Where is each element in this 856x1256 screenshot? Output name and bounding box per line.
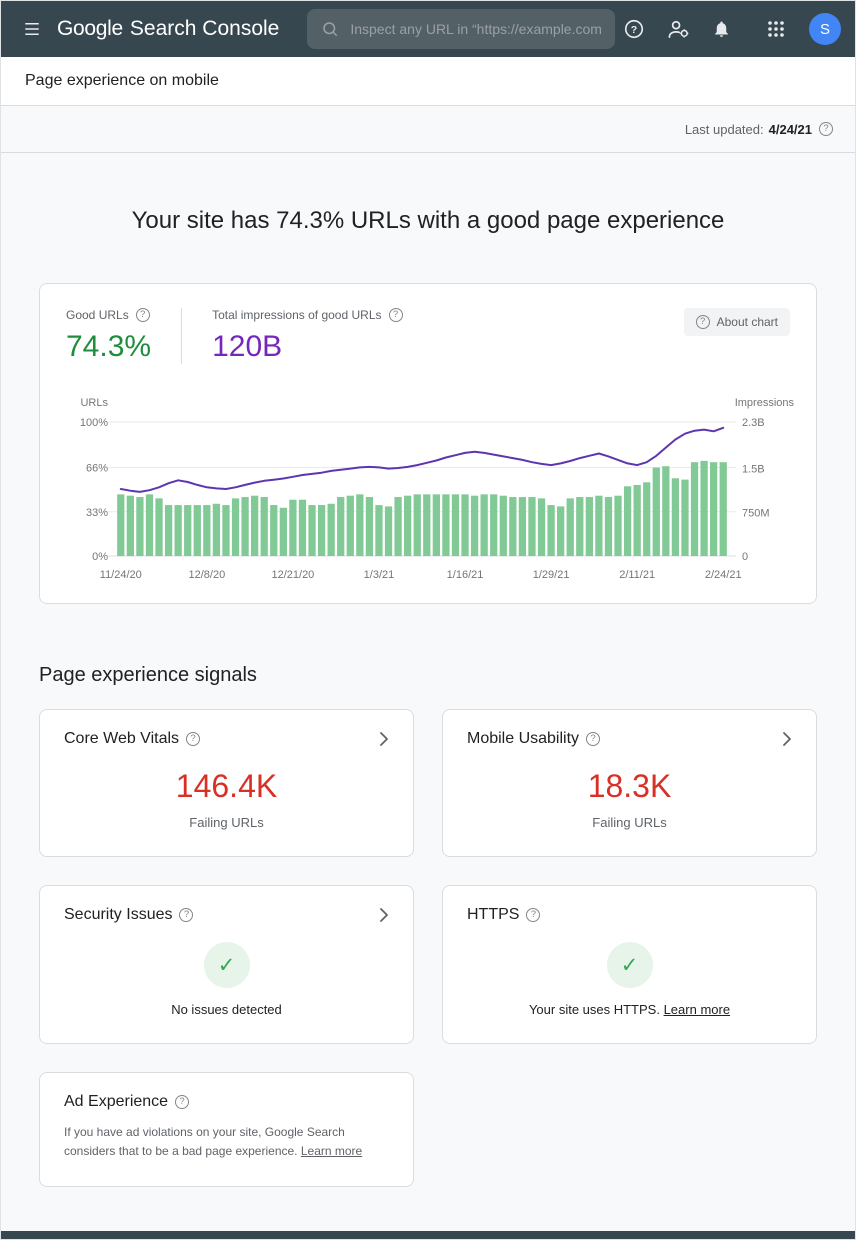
user-settings-icon (668, 20, 689, 38)
good-urls-value: 74.3% (66, 330, 152, 363)
ad-experience-card: Ad Experience ? If you have ad violation… (39, 1072, 414, 1188)
notifications-button[interactable] (704, 11, 739, 47)
signals-grid: Core Web Vitals ? 146.4K Failing URLs Mo… (39, 709, 817, 1188)
svg-text:Impressions: Impressions (735, 397, 794, 409)
page-title: Page experience on mobile (25, 72, 219, 89)
about-chart-info-icon: ? (695, 315, 710, 329)
chart-metrics-row: Good URLs ? 74.3% Total impressions of g… (66, 308, 790, 364)
svg-text:1/3/21: 1/3/21 (364, 569, 395, 581)
svg-text:2.3B: 2.3B (742, 417, 765, 429)
page-experience-chart-card: Good URLs ? 74.3% Total impressions of g… (39, 283, 817, 604)
svg-text:11/24/20: 11/24/20 (100, 569, 142, 581)
ad-experience-text: If you have ad violations on your site, … (64, 1125, 345, 1158)
header-actions: ? S (615, 10, 841, 48)
help-button[interactable]: ? (615, 10, 653, 48)
apps-grid-button[interactable] (759, 12, 793, 46)
impressions-value: 120B (212, 330, 283, 363)
menu-button[interactable] (15, 12, 49, 46)
page-experience-chart: 100% 66% 33% 0% 2.3B 1.5B 750M 0 URLs Impressions… (80, 397, 795, 581)
svg-text:66%: 66% (86, 463, 108, 475)
good-urls-label: Good URLs (66, 308, 129, 322)
check-icon: ✓ (217, 953, 236, 977)
mobile-usability-title: Mobile Usability (467, 730, 580, 747)
security-issues-title: Security Issues (64, 906, 173, 923)
signals-heading: Page experience signals (39, 664, 257, 686)
about-chart-button[interactable]: ? About chart (683, 308, 790, 336)
user-settings-button[interactable] (659, 11, 698, 48)
core-web-vitals-info-icon[interactable]: ? (186, 732, 201, 746)
svg-text:2/11/21: 2/11/21 (619, 569, 655, 581)
svg-text:750M: 750M (742, 507, 770, 519)
good-urls-metric: Good URLs ? 74.3% (66, 308, 181, 364)
ad-experience-body: If you have ad violations on your site, … (64, 1123, 389, 1160)
last-updated-info-icon[interactable]: ? (819, 122, 833, 136)
https-status-label: Your site uses HTTPS. (528, 1002, 660, 1017)
last-updated-label: Last updated: (684, 121, 764, 137)
ad-experience-title: Ad Experience (64, 1093, 169, 1110)
svg-text:0%: 0% (92, 551, 108, 563)
svg-text:1/16/21: 1/16/21 (447, 569, 484, 581)
hamburger-icon (25, 23, 39, 35)
security-status-text: No issues detected (171, 1002, 282, 1017)
search-icon (323, 22, 338, 37)
https-learn-more-link[interactable]: Learn more (663, 1002, 731, 1017)
security-issues-info-icon[interactable]: ? (179, 908, 194, 922)
chevron-right-icon[interactable] (782, 731, 792, 747)
about-chart-label: About chart (716, 315, 778, 329)
avatar: S (809, 13, 841, 45)
good-urls-info-icon[interactable]: ? (135, 308, 150, 322)
last-updated-value: 4/24/21 (768, 121, 812, 137)
url-inspect-searchbox[interactable] (307, 9, 615, 49)
account-button[interactable]: S (799, 13, 841, 45)
https-ok-badge: ✓ (606, 942, 653, 988)
svg-text:1/29/21: 1/29/21 (533, 569, 570, 581)
svg-text:100%: 100% (80, 417, 108, 429)
app-header: Google Search Console ? (1, 1, 855, 57)
apps-grid-icon (768, 21, 784, 37)
svg-text:33%: 33% (86, 507, 108, 519)
bell-icon (715, 21, 728, 37)
core-web-vitals-title: Core Web Vitals (64, 730, 180, 747)
main-content: Your site has 74.3% URLs with a good pag… (1, 153, 855, 1232)
impressions-info-icon[interactable]: ? (388, 308, 403, 322)
svg-text:?: ? (631, 24, 637, 36)
svg-text:URLs: URLs (80, 397, 108, 409)
app-logo[interactable]: Google Search Console (57, 17, 279, 41)
https-title: HTTPS (467, 906, 520, 923)
core-web-vitals-card[interactable]: Core Web Vitals ? 146.4K Failing URLs (39, 709, 414, 857)
chart-area: 100% 66% 33% 0% 2.3B 1.5B 750M 0 URLs Impressions… (66, 396, 795, 591)
svg-text:12/21/20: 12/21/20 (271, 569, 314, 581)
https-info-icon[interactable]: ? (526, 908, 541, 922)
svg-text:12/8/20: 12/8/20 (188, 569, 225, 581)
impressions-metric: Total impressions of good URLs ? 120B (181, 308, 432, 364)
https-status-text: Your site uses HTTPS. Learn more (467, 1002, 792, 1017)
product-name-text: Search Console (129, 17, 280, 40)
security-issues-card[interactable]: Security Issues ? ✓ No issues detected (39, 885, 414, 1044)
svg-text:1.5B: 1.5B (742, 464, 765, 476)
hero-title: Your site has 74.3% URLs with a good pag… (131, 207, 725, 234)
mobile-usability-info-icon[interactable]: ? (586, 732, 601, 746)
chevron-right-icon[interactable] (379, 731, 389, 747)
mobile-usability-failing-count: 18.3K (587, 768, 672, 804)
check-icon: ✓ (620, 953, 639, 977)
footer-strip (1, 1231, 855, 1240)
ad-experience-info-icon[interactable]: ? (175, 1095, 190, 1109)
core-web-vitals-caption: Failing URLs (189, 815, 264, 830)
breadcrumb-bar: Page experience on mobile (1, 57, 855, 106)
url-inspect-input[interactable] (350, 21, 601, 37)
chevron-right-icon[interactable] (379, 907, 389, 923)
svg-text:0: 0 (742, 551, 748, 563)
core-web-vitals-failing-count: 146.4K (175, 768, 278, 804)
help-icon: ? (624, 19, 644, 39)
status-band: Last updated: 4/24/21 ? (1, 106, 855, 153)
svg-text:2/24/21: 2/24/21 (705, 569, 742, 581)
https-card: HTTPS ? ✓ Your site uses HTTPS. Learn mo… (442, 885, 817, 1044)
security-ok-badge: ✓ (203, 942, 250, 988)
impressions-label: Total impressions of good URLs (212, 308, 382, 322)
ad-experience-learn-more-link[interactable]: Learn more (300, 1143, 363, 1158)
mobile-usability-caption: Failing URLs (592, 815, 667, 830)
google-logo-text: Google (57, 17, 123, 40)
mobile-usability-card[interactable]: Mobile Usability ? 18.3K Failing URLs (442, 709, 817, 857)
